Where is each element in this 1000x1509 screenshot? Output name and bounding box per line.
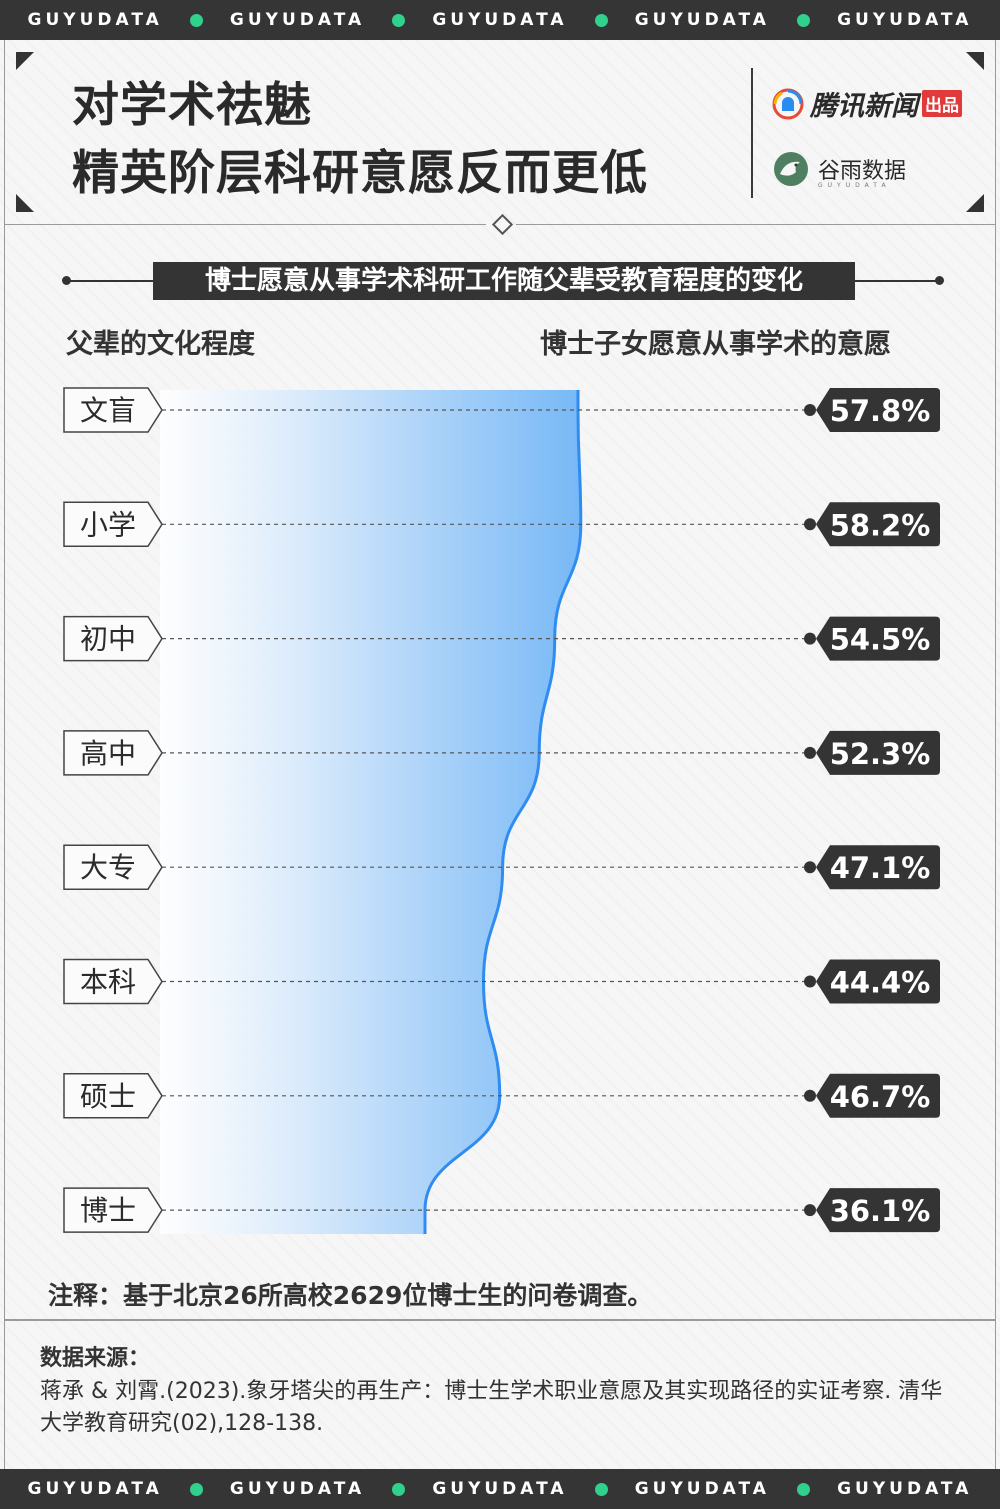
category-row: 初中 54.5% <box>63 615 940 662</box>
category-tag <box>63 1187 163 1233</box>
category-label: 初中 <box>80 623 136 656</box>
tencent-news-logo: 腾讯新闻 出品 <box>772 84 962 123</box>
category-label: 大专 <box>80 851 136 884</box>
value-dot-icon <box>804 861 816 874</box>
band-label: GUYUDATA <box>27 10 163 30</box>
source-separator <box>4 1319 996 1321</box>
band-dot-icon <box>189 1482 203 1496</box>
area-fill <box>160 390 581 1234</box>
band-dot-icon <box>189 13 203 27</box>
value-dot-icon <box>804 404 816 416</box>
title-line-2: 精英阶层科研意愿反而更低 <box>72 146 648 201</box>
chart-note: 注释：基于北京26所高校2629位博士生的问卷调查。 <box>48 1281 653 1310</box>
data-label: 57.8% <box>830 394 931 428</box>
data-label: 47.1% <box>830 851 931 885</box>
value-dot-icon <box>804 632 816 645</box>
category-row: 小学 58.2% <box>63 501 940 548</box>
x-axis-label: 父辈的文化程度 <box>66 329 255 360</box>
content-frame <box>4 40 996 1469</box>
guyu-data-logo: 谷雨数据 GUYUDATA <box>772 150 907 189</box>
header-separator-left <box>4 224 486 225</box>
source-title: 数据来源： <box>40 1346 151 1371</box>
data-label: 36.1% <box>830 1194 931 1228</box>
tencent-news-icon <box>772 88 804 119</box>
value-dot-icon <box>804 975 816 988</box>
guyu-data-text: 谷雨数据 <box>818 159 907 184</box>
rule-dot-icon <box>62 276 71 285</box>
value-dot-icon <box>804 746 816 759</box>
category-label: 硕士 <box>80 1080 136 1113</box>
band-label: GUYUDATA <box>27 1479 163 1499</box>
page-title: 对学术祛魅 精英阶层科研意愿反而更低 <box>72 72 648 208</box>
category-tag <box>63 387 163 433</box>
tencent-news-text: 腾讯新闻 <box>810 91 918 122</box>
band-dot-icon <box>392 13 406 27</box>
category-row: 本科 44.4% <box>63 958 940 1005</box>
rule-dot-icon <box>935 276 944 285</box>
produced-badge: 出品 <box>922 90 962 117</box>
guyu-data-subtext: GUYUDATA <box>818 182 891 189</box>
title-line-1: 对学术祛魅 <box>72 78 312 133</box>
value-badge <box>816 388 940 432</box>
band-dot-icon <box>797 13 811 27</box>
value-dot-icon <box>804 518 816 531</box>
band-label: GUYUDATA <box>432 10 568 30</box>
category-tag <box>63 1073 163 1119</box>
category-label: 本科 <box>80 966 136 999</box>
corner-triangle-icon <box>966 194 984 212</box>
corner-triangle-icon <box>16 52 34 70</box>
data-label: 58.2% <box>830 508 931 542</box>
band-label: GUYUDATA <box>432 1479 568 1499</box>
guyu-bird-icon <box>774 152 808 186</box>
category-tag <box>63 730 163 776</box>
band-label: GUYUDATA <box>837 1479 973 1499</box>
value-dot-icon <box>804 1089 816 1102</box>
category-row: 硕士 46.7% <box>63 1073 940 1119</box>
header-separator-right <box>516 224 996 225</box>
data-label: 46.7% <box>830 1080 931 1114</box>
chart-title: 博士愿意从事学术科研工作随父辈受教育程度的变化 <box>153 262 855 300</box>
band-label: GUYUDATA <box>837 10 973 30</box>
y-axis-label: 博士子女愿意从事学术的意愿 <box>540 329 891 360</box>
category-label: 博士 <box>80 1194 136 1227</box>
category-tag <box>63 958 163 1005</box>
band-label: GUYUDATA <box>229 10 366 30</box>
data-label: 54.5% <box>830 623 931 657</box>
category-tag <box>63 501 163 548</box>
value-badge <box>816 730 940 775</box>
corner-triangle-icon <box>16 194 34 212</box>
category-tag <box>63 844 163 890</box>
value-badge <box>816 845 940 890</box>
category-row: 博士 36.1% <box>63 1187 940 1233</box>
category-label: 小学 <box>80 508 136 541</box>
band-label: GUYUDATA <box>634 1479 770 1499</box>
value-badge <box>816 1073 940 1118</box>
corner-triangle-icon <box>966 52 984 70</box>
band-dot-icon <box>797 1482 811 1496</box>
bottom-brand-band: GUYUDATA GUYUDATA GUYUDATA GUYUDATA GUYU… <box>0 1469 1000 1509</box>
category-row: 大专 47.1% <box>63 844 940 890</box>
category-label: 高中 <box>80 737 136 770</box>
source-text: 蒋承 & 刘霄.(2023).象牙塔尖的再生产：博士生学术职业意愿及其实现路径的… <box>40 1379 943 1436</box>
value-badge <box>816 616 940 661</box>
band-label: GUYUDATA <box>634 10 770 30</box>
category-row: 文盲 57.8% <box>63 387 940 433</box>
category-row: 高中 52.3% <box>63 730 940 776</box>
band-dot-icon <box>594 13 608 27</box>
value-badge <box>816 1188 940 1233</box>
band-dot-icon <box>594 1482 608 1496</box>
data-label: 52.3% <box>830 737 931 771</box>
data-label: 44.4% <box>830 966 931 1000</box>
category-label: 文盲 <box>80 394 136 427</box>
band-label: GUYUDATA <box>229 1479 366 1499</box>
top-brand-band: GUYUDATA GUYUDATA GUYUDATA GUYUDATA GUYU… <box>0 0 1000 40</box>
category-tag <box>63 615 163 662</box>
value-dot-icon <box>804 1204 816 1217</box>
band-dot-icon <box>392 1482 406 1496</box>
value-badge <box>816 502 940 547</box>
value-badge <box>816 959 940 1004</box>
header-divider <box>751 68 753 198</box>
